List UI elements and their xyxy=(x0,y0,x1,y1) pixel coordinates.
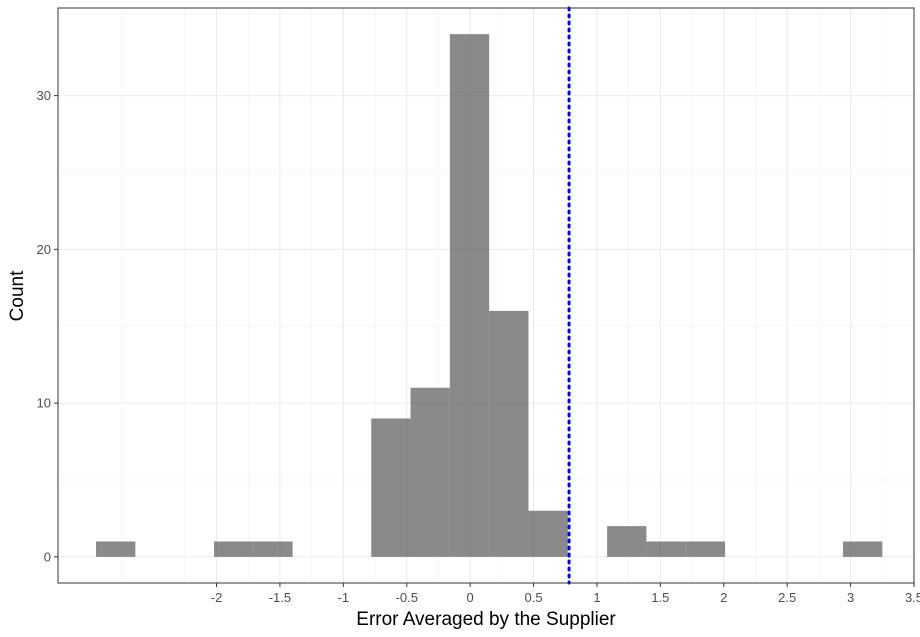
histogram-bar xyxy=(253,541,293,557)
y-tick-label: 20 xyxy=(37,242,51,257)
histogram-bars xyxy=(96,34,883,557)
panel-border xyxy=(57,7,915,584)
x-tick-label: -0.5 xyxy=(396,590,418,605)
x-tick-label: 3.5 xyxy=(905,590,920,605)
x-tick-label: -1 xyxy=(338,590,350,605)
x-tick-label: -2 xyxy=(211,590,223,605)
x-tick-label: 1.5 xyxy=(651,590,669,605)
histogram-bar xyxy=(646,541,686,557)
histogram-bar xyxy=(96,541,136,557)
y-axis-ticks: 0 10 20 30 xyxy=(37,88,58,564)
histogram-bar xyxy=(410,387,450,557)
histogram-bar xyxy=(528,510,568,557)
x-tick-label: 3 xyxy=(847,590,854,605)
histogram-bar xyxy=(371,418,411,557)
y-tick-label: 0 xyxy=(44,549,51,564)
x-tick-label: -1.5 xyxy=(269,590,291,605)
x-tick-label: 2.5 xyxy=(778,590,796,605)
x-tick-label: 1 xyxy=(593,590,600,605)
x-axis-ticks: -2 -1.5 -1 -0.5 0 0.5 1 1.5 2 2.5 3 3.5 xyxy=(211,583,920,605)
histogram-bar xyxy=(607,526,647,557)
plot-panel xyxy=(57,6,915,585)
x-tick-label: 0.5 xyxy=(525,590,543,605)
histogram-bar xyxy=(685,541,726,557)
histogram-bar xyxy=(213,541,254,557)
y-tick-label: 30 xyxy=(37,88,51,103)
y-tick-label: 10 xyxy=(37,396,51,411)
x-tick-label: 2 xyxy=(720,590,727,605)
histogram-bar xyxy=(842,541,883,557)
y-axis-title: Count xyxy=(7,270,28,321)
x-tick-label: 0 xyxy=(467,590,474,605)
histogram-bar xyxy=(489,310,529,557)
histogram-bar xyxy=(449,34,490,557)
x-axis-title: Error Averaged by the Supplier xyxy=(356,609,616,630)
